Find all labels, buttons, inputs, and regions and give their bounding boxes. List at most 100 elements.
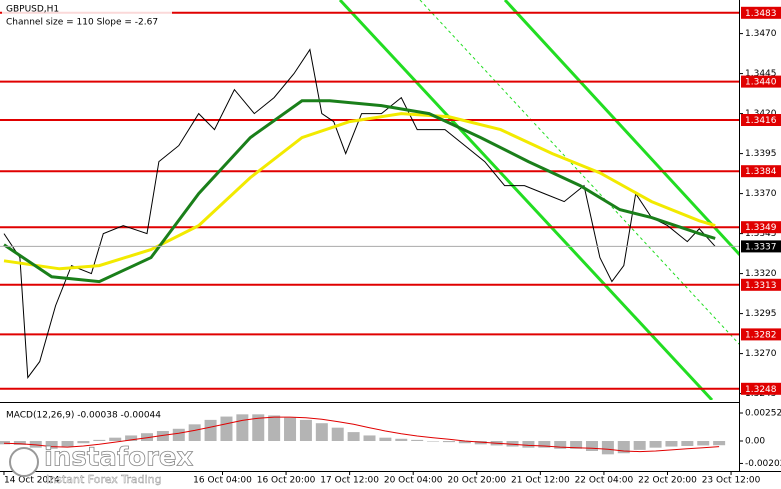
level-label: 1.3384 <box>745 167 777 177</box>
level-label: 1.3349 <box>745 223 777 233</box>
macd-bar <box>236 414 249 441</box>
x-tick-label: 22 Oct 04:00 <box>575 476 634 486</box>
macd-bar <box>538 441 551 448</box>
level-label: 1.3483 <box>745 9 777 19</box>
chart-title: GBPUSD,H1 <box>6 5 59 15</box>
logo-name: instaforex <box>44 443 194 473</box>
level-label: 1.3248 <box>745 385 777 395</box>
logo-tagline: Instant Forex Trading <box>46 473 162 486</box>
x-tick-label: 16 Oct 20:00 <box>257 476 316 486</box>
level-label-bg <box>741 114 781 126</box>
macd-bar <box>284 417 297 441</box>
plot-layer: 1.34701.34451.34201.33951.33701.33451.33… <box>0 6 781 486</box>
macd-bar <box>474 441 487 445</box>
macd-bar <box>299 419 312 441</box>
macd-title: MACD(12,26,9) -0.00038 -0.00044 <box>6 411 161 421</box>
channel-lower <box>338 0 714 400</box>
macd-bar <box>220 416 233 441</box>
channel-middle <box>419 0 739 345</box>
macd-bar <box>697 441 710 446</box>
logo-icon <box>9 447 39 477</box>
macd-bar <box>506 441 519 447</box>
macd-bar <box>713 441 726 446</box>
x-tick-label: 20 Oct 04:00 <box>384 476 443 486</box>
macd-bar <box>331 427 344 441</box>
series-line <box>3 99 716 284</box>
macd-bar <box>252 414 265 441</box>
level-label-bg <box>741 328 781 341</box>
macd-bar <box>442 441 455 443</box>
level-label-bg <box>741 75 781 88</box>
x-tick-label: 23 Oct 12:00 <box>702 476 761 486</box>
macd-bar <box>363 435 376 441</box>
x-tick-label: 14 Oct 2024 <box>4 476 60 486</box>
level-label-bg <box>741 6 781 19</box>
y-tick-label: 0.00 <box>745 437 765 447</box>
macd-bar <box>554 441 567 449</box>
y-tick-label: 1.3295 <box>745 309 777 319</box>
signal-line <box>3 416 720 453</box>
y-tick-label: 1.3370 <box>745 189 777 199</box>
macd-bar <box>522 441 535 448</box>
macd-bar <box>77 441 90 444</box>
level-label-bg <box>741 382 781 395</box>
macd-bar <box>617 441 630 454</box>
x-tick-label: 22 Oct 20:00 <box>638 476 697 486</box>
y-tick-label: 1.3320 <box>745 269 777 279</box>
channel-upper <box>503 0 739 257</box>
series-line <box>3 112 716 271</box>
macd-bar <box>45 441 58 449</box>
channel <box>338 0 739 400</box>
macd-bar <box>141 433 154 441</box>
macd-bar <box>379 437 392 441</box>
y-tick-label: 1.3395 <box>745 149 777 159</box>
y-tick-label: 1.3445 <box>745 69 777 79</box>
macd-bar <box>585 441 598 451</box>
macd-bar <box>172 428 185 441</box>
macd-bar <box>109 437 122 441</box>
level-label: 1.3440 <box>745 78 777 88</box>
macd-bar <box>411 439 424 441</box>
x-tick-label: 16 Oct 04:00 <box>193 476 252 486</box>
macd-bar <box>125 435 138 441</box>
x-tick-label: 20 Oct 20:00 <box>447 476 506 486</box>
macd-bar <box>601 441 614 455</box>
current-price-bg <box>741 240 781 253</box>
y-tick-label: 1.3345 <box>745 229 777 239</box>
macd-bar <box>458 441 471 444</box>
macd-bar <box>395 438 408 441</box>
y-tick-label: -0.00202 <box>745 459 781 469</box>
macd-bar <box>681 441 694 446</box>
macd-bar <box>649 441 662 448</box>
current-price-label: 1.3337 <box>745 242 777 252</box>
macd-bar <box>427 441 440 442</box>
macd-bar <box>188 424 201 441</box>
level-label: 1.3282 <box>745 330 777 340</box>
header-bg <box>2 2 172 30</box>
macd-bar <box>61 441 74 447</box>
macd-bar <box>93 439 106 441</box>
level-label-bg <box>741 278 781 291</box>
x-tick-label: 17 Oct 12:00 <box>320 476 379 486</box>
macd-bar <box>204 419 217 441</box>
macd-bar <box>633 441 646 450</box>
price-plot <box>0 11 739 390</box>
x-tick-label: 21 Oct 12:00 <box>511 476 570 486</box>
chart-subtitle: Channel size = 110 Slope = -2.67 <box>6 18 158 28</box>
series-line <box>3 48 716 379</box>
y-tick-label: 1.3270 <box>745 349 777 359</box>
macd-bar <box>315 423 328 441</box>
level-label-bg <box>741 221 781 234</box>
macd-bar <box>347 432 360 441</box>
macd-bar <box>665 441 678 447</box>
level-label: 1.3416 <box>745 116 777 126</box>
level-label: 1.3313 <box>745 281 777 291</box>
macd-bar <box>156 431 169 441</box>
macd-bar <box>13 441 26 445</box>
y-tick-label: 0.00252 <box>745 409 781 419</box>
macd-bar <box>0 441 10 445</box>
macd-bar <box>29 441 42 448</box>
level-label-bg <box>741 165 781 178</box>
macd-bar <box>268 415 281 441</box>
